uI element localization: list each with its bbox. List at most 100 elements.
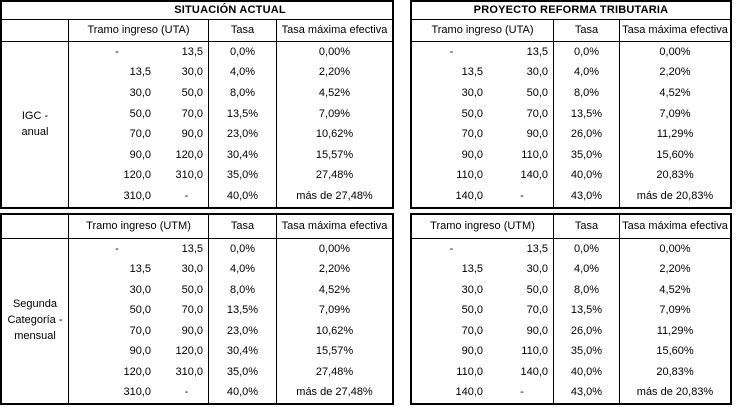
row-label-igc-anual: IGC - anual (21, 109, 49, 138)
tramo-to-cell: 110,0 (521, 345, 548, 358)
tramo-to-cell: 50,0 (181, 283, 203, 296)
tramo-from-cell: 120,0 (68, 362, 165, 383)
tramo-to-cell: 13,5 (526, 45, 548, 58)
tasa-maxima-cell: 15,60% (619, 145, 730, 166)
tramo-from-cell: - (68, 239, 165, 260)
tramo-to-cell: 50,0 (526, 283, 548, 296)
tasa-maxima-cell: 2,20% (276, 259, 392, 280)
tramo-to-cell: 310,0 (175, 169, 203, 182)
tramo-from-cell: 30,0 (68, 280, 165, 301)
situacion-actual-title: SITUACIÓN ACTUAL (68, 2, 392, 20)
tasa-maxima-header: Tasa máxima efectiva (619, 20, 730, 42)
tramo-from-cell: 50,0 (461, 304, 483, 317)
tasa-cell: 35,0% (208, 362, 276, 383)
tasa-cell: 8,0% (553, 280, 619, 301)
tramo-to-cell: 30,0 (181, 66, 203, 79)
tasa-cell: 8,0% (208, 83, 276, 104)
tasa-maxima-cell: 20,83% (619, 165, 730, 187)
tasa-maxima-cell: 15,57% (276, 145, 392, 166)
tramo-from-cell: 30,0 (461, 283, 483, 296)
tasa-maxima-header: Tasa máxima efectiva (276, 215, 392, 239)
tramo-from-cell: 13,5 (68, 259, 165, 280)
tramo-to-cell: 110,0 (521, 148, 548, 161)
tramo-from-cell: 90,0 (461, 148, 483, 161)
tasa-maxima-cell: 2,20% (619, 259, 730, 280)
tramo-to-cell: 140,0 (520, 169, 548, 182)
tramo-from-cell: 50,0 (68, 103, 165, 125)
tasa-cell: 35,0% (553, 341, 619, 362)
tramo-from-cell: 30,0 (68, 83, 165, 104)
tasa-cell: 13,5% (553, 300, 619, 321)
tramo-from-cell: 140,0 (455, 386, 483, 399)
tramo-from-cell: 70,0 (461, 324, 483, 337)
tasa-maxima-cell: 4,52% (619, 83, 730, 104)
tasa-cell: 35,0% (208, 165, 276, 187)
tramo-to-cell: 140,0 (520, 365, 548, 378)
tramo-ingreso-header: Tramo ingreso (UTM) (68, 215, 208, 239)
tasa-maxima-cell: 11,29% (619, 124, 730, 146)
tramo-to-cell: 90,0 (526, 128, 548, 141)
tasa-maxima-cell: 15,60% (619, 341, 730, 362)
tramo-from-cell: 13,5 (461, 263, 483, 276)
tasa-cell: 40,0% (208, 382, 276, 403)
tasa-maxima-cell: 11,29% (619, 321, 730, 342)
tramo-from-cell: 140,0 (455, 190, 483, 203)
tasa-maxima-cell: 4,52% (619, 280, 730, 301)
tramo-to-cell: 50,0 (526, 86, 548, 99)
tramo-to-cell: 13,5 (181, 45, 203, 58)
tasa-maxima-cell: 10,62% (276, 124, 392, 146)
label-header-spacer (2, 215, 68, 239)
tasa-maxima-cell: 7,09% (276, 103, 392, 125)
tramo-to-cell: - (520, 190, 524, 203)
tasa-cell: 30,4% (208, 341, 276, 362)
tasa-cell: 0,0% (553, 42, 619, 63)
tasa-maxima-cell: 7,09% (619, 103, 730, 125)
tasa-maxima-cell: más de 20,83% (619, 382, 730, 403)
tasa-cell: 30,4% (208, 145, 276, 166)
situacion-actual-segunda-table: Tramo ingreso (UTM) Tasa Tasa máxima efe… (0, 213, 394, 405)
tasa-maxima-cell: 0,00% (276, 239, 392, 260)
tasa-cell: 0,0% (208, 42, 276, 63)
tasa-cell: 26,0% (553, 321, 619, 342)
tramo-to-cell: - (184, 386, 189, 399)
tramo-ingreso-header: Tramo ingreso (UTA) (68, 20, 208, 42)
tramo-from-cell: 310,0 (68, 382, 165, 403)
tasa-cell: 4,0% (553, 259, 619, 280)
tramo-from-cell: 13,5 (68, 62, 165, 84)
tramo-to-cell: 70,0 (526, 304, 548, 317)
tasa-cell: 23,0% (208, 124, 276, 146)
tramo-from-cell: 90,0 (68, 341, 165, 362)
tramo-from-cell: 70,0 (68, 124, 165, 146)
tasa-maxima-cell: 7,09% (276, 300, 392, 321)
tasa-cell: 43,0% (553, 186, 619, 207)
tramo-to-cell: 30,0 (181, 263, 203, 276)
tasa-cell: 4,0% (208, 259, 276, 280)
tasa-cell: 4,0% (208, 62, 276, 84)
tasa-maxima-cell: 0,00% (276, 42, 392, 63)
label-header-spacer (2, 20, 68, 42)
tramo-from-cell: - (449, 242, 454, 255)
tramo-from-cell: 13,5 (461, 66, 483, 79)
tasa-cell: 40,0% (208, 186, 276, 207)
tasa-cell: 13,5% (208, 103, 276, 125)
tasa-maxima-cell: 27,48% (276, 362, 392, 383)
tramo-to-cell: 70,0 (526, 107, 548, 120)
tasa-maxima-header: Tasa máxima efectiva (276, 20, 392, 42)
tasa-maxima-cell: 0,00% (619, 42, 730, 63)
tasa-cell: 4,0% (553, 62, 619, 84)
tasa-maxima-cell: 4,52% (276, 83, 392, 104)
tasa-cell: 40,0% (553, 362, 619, 383)
tramo-from-cell: 70,0 (461, 128, 483, 141)
tramo-to-cell: 13,5 (526, 242, 548, 255)
tasa-maxima-cell: más de 27,48% (276, 186, 392, 207)
tramo-to-cell: 90,0 (181, 128, 203, 141)
tasa-cell: 26,0% (553, 124, 619, 146)
tramo-from-cell: 110,0 (456, 365, 483, 378)
tasa-header: Tasa (553, 215, 619, 239)
tramo-to-cell: 90,0 (181, 324, 203, 337)
tramo-from-cell: 110,0 (456, 169, 483, 182)
tramo-from-cell: 30,0 (461, 86, 483, 99)
row-label-segunda-categoria: Segunda Categoría - mensual (7, 298, 63, 342)
situacion-actual-igc-table: SITUACIÓN ACTUAL Tramo ingreso (UTA) Tas… (0, 0, 394, 209)
tramo-to-cell: 13,5 (181, 242, 203, 255)
